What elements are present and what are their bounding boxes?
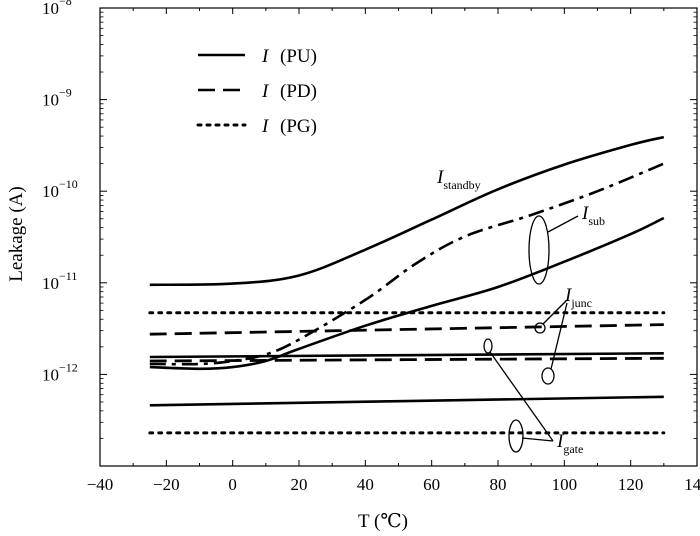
sub-bracket-ellipse xyxy=(528,215,550,285)
series-junc-dashed xyxy=(149,323,664,336)
legend-item-pd: I (PD) xyxy=(198,81,317,102)
x-tick-label: 100 xyxy=(552,475,578,494)
series-layer xyxy=(148,135,666,435)
gate-leader-line xyxy=(489,351,554,442)
junc-marker-ellipse xyxy=(534,322,546,334)
x-tick-label: −20 xyxy=(153,475,180,494)
y-tick-label: 10−12 xyxy=(42,360,78,384)
annotation-junc: Ijunc xyxy=(564,285,592,310)
legend-symbol: I xyxy=(261,46,270,67)
x-tick-label: 140 xyxy=(684,475,700,494)
junc-marker-ellipse xyxy=(541,367,555,385)
gate-marker-ellipse xyxy=(483,338,493,354)
y-tick-label: 10−9 xyxy=(42,86,72,110)
legend-label: (PG) xyxy=(280,116,317,137)
x-tick-label: 40 xyxy=(357,475,374,494)
legend-label: (PU) xyxy=(280,46,317,67)
gate-bracket-ellipse xyxy=(508,419,524,453)
y-axis-label: Leakage (A) xyxy=(6,186,27,281)
annotations: Istandby Isub Ijunc Igate xyxy=(436,167,605,456)
y-tick-label: 10−8 xyxy=(42,0,72,18)
series-gate-solid xyxy=(149,395,664,407)
x-tick-label: 60 xyxy=(423,475,440,494)
annotation-sub: Isub xyxy=(581,203,605,228)
y-tick-label: 10−11 xyxy=(42,269,77,293)
x-tick-label: 0 xyxy=(228,475,237,494)
annotation-standby: Istandby xyxy=(436,167,481,192)
gate-leader-line xyxy=(521,437,554,442)
series-standby-solid xyxy=(149,135,665,287)
junc-leader-line xyxy=(542,299,568,325)
legend-label: (PD) xyxy=(280,81,317,102)
sub-leader-line xyxy=(547,215,579,233)
x-axis-label: T (℃) xyxy=(358,511,408,532)
series-sub-solid xyxy=(149,216,665,371)
axes: −40 −20 0 20 40 60 80 100 120 140 10−12 10−11 10−10 1… xyxy=(42,0,700,494)
legend-item-pg: I (PG) xyxy=(196,116,317,137)
annotation-markers xyxy=(483,215,579,453)
legend-symbol: I xyxy=(261,116,270,137)
x-tick-label: −40 xyxy=(87,475,114,494)
series-gate-dashed xyxy=(149,356,664,363)
x-tick-label: 80 xyxy=(490,475,507,494)
series-junc-solid xyxy=(149,352,664,359)
y-tick-label: 10−10 xyxy=(42,177,78,201)
legend: I (PU) I (PD) I (PG) xyxy=(196,46,317,137)
junc-leader-line xyxy=(550,302,568,370)
legend-item-pu: I (PU) xyxy=(198,46,317,67)
x-tick-label: 20 xyxy=(291,475,308,494)
annotation-gate: Igate xyxy=(556,431,583,456)
legend-symbol: I xyxy=(261,81,270,102)
x-tick-label: 120 xyxy=(618,475,644,494)
